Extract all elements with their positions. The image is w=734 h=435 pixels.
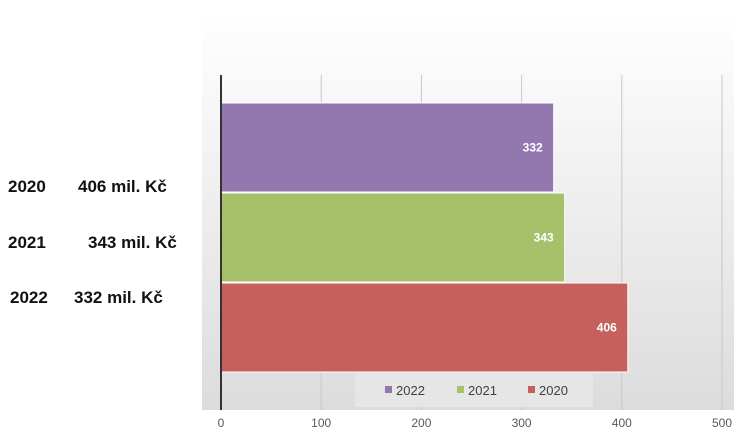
bar-value-label: 406 <box>597 321 617 335</box>
side-label-amount: 332 mil. Kč <box>74 288 163 307</box>
legend-swatch <box>457 386 464 393</box>
legend-swatch <box>385 386 392 393</box>
legend-box <box>355 373 593 407</box>
legend-label: 2020 <box>539 383 568 398</box>
x-tick-label: 500 <box>712 416 732 430</box>
legend: 2022 2021 2020 <box>355 373 593 407</box>
side-label-row: 2022 332 mil. Kč <box>10 288 163 308</box>
bars: 332 343 406 <box>220 102 629 373</box>
x-tick-label: 300 <box>512 416 532 430</box>
bar-value-label: 343 <box>534 231 554 245</box>
x-tick-labels: 0 100 200 300 400 500 <box>218 416 733 430</box>
bar-value-label: 332 <box>523 141 543 155</box>
bar-2022 <box>220 102 555 193</box>
side-label-year: 2022 <box>10 288 48 307</box>
bar-2021 <box>220 192 566 283</box>
x-tick-label: 100 <box>311 416 331 430</box>
side-label-year: 2021 <box>8 233 46 252</box>
side-label-row: 2021 343 mil. Kč <box>8 233 177 253</box>
legend-label: 2022 <box>396 383 425 398</box>
x-tick-label: 200 <box>411 416 431 430</box>
side-label-year: 2020 <box>8 177 46 196</box>
side-label-row: 2020 406 mil. Kč <box>8 177 167 197</box>
bar-2020 <box>220 282 629 373</box>
side-label-amount: 406 mil. Kč <box>78 177 167 196</box>
legend-label: 2021 <box>468 383 497 398</box>
side-label-amount: 343 mil. Kč <box>88 233 177 252</box>
x-tick-label: 0 <box>218 416 225 430</box>
x-tick-label: 400 <box>612 416 632 430</box>
legend-swatch <box>528 386 535 393</box>
